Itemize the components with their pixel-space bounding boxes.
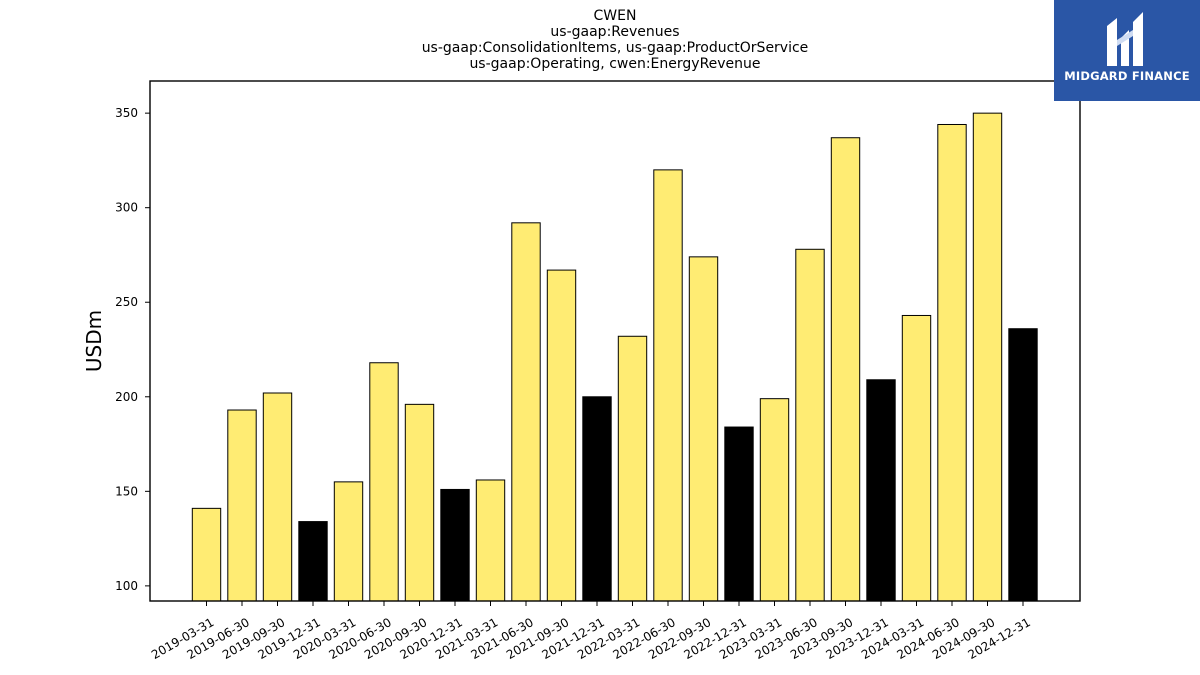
- bars: [191, 112, 1038, 602]
- bar-2021-12-31: [582, 396, 612, 602]
- y-tick-label: 150: [115, 484, 138, 498]
- bar-2019-12-31: [298, 521, 328, 602]
- bar-2019-06-30: [227, 409, 257, 602]
- chart-title-line: us-gaap:Operating, cwen:EnergyRevenue: [469, 56, 760, 72]
- logo-text: MIDGARD FINANCE: [1064, 69, 1190, 83]
- bar-2024-09-30: [972, 112, 1003, 602]
- y-tick-label: 350: [115, 106, 138, 120]
- bar-2022-09-30: [688, 256, 719, 602]
- midgard-finance-logo: MIDGARD FINANCE: [1054, 0, 1200, 101]
- y-tick-label: 200: [115, 390, 138, 404]
- x-axis: 2019-03-312019-06-302019-09-302019-12-31…: [149, 601, 1033, 662]
- y-tick-label: 300: [115, 201, 138, 215]
- bar-2023-12-31: [866, 379, 896, 602]
- bar-2021-09-30: [546, 269, 577, 602]
- bar-2023-09-30: [830, 137, 861, 602]
- chart-title-line: CWEN: [594, 8, 637, 24]
- chart-title-line: us-gaap:ConsolidationItems, us-gaap:Prod…: [422, 40, 809, 56]
- bar-2022-06-30: [653, 169, 683, 602]
- plot-frame: [149, 80, 1081, 602]
- chart-title-line: us-gaap:Revenues: [550, 24, 679, 40]
- bar-2020-09-30: [404, 403, 435, 602]
- bar-2022-03-31: [617, 335, 648, 602]
- bar-2020-03-31: [333, 481, 364, 602]
- bar-2024-06-30: [937, 123, 967, 602]
- chart-title: CWENus-gaap:Revenuesus-gaap:Consolidatio…: [422, 8, 809, 72]
- bar-2023-03-31: [759, 398, 790, 602]
- bar-2024-12-31: [1008, 328, 1038, 602]
- bar-2021-03-31: [475, 479, 506, 602]
- y-axis-label: USDm: [82, 310, 106, 372]
- y-tick-label: 100: [115, 579, 138, 593]
- bar-2023-06-30: [795, 248, 825, 602]
- bar-2022-12-31: [724, 426, 754, 602]
- bar-2019-03-31: [191, 507, 222, 602]
- y-tick-label: 250: [115, 295, 138, 309]
- bar-2020-06-30: [369, 362, 399, 602]
- bar-2019-09-30: [262, 392, 293, 602]
- bar-2024-03-31: [901, 314, 932, 602]
- bar-2020-12-31: [440, 488, 470, 602]
- y-axis: 100 150 200 250 300 350: [115, 106, 150, 593]
- logo-mark-icon: [1107, 12, 1143, 66]
- bar-2021-06-30: [511, 222, 541, 602]
